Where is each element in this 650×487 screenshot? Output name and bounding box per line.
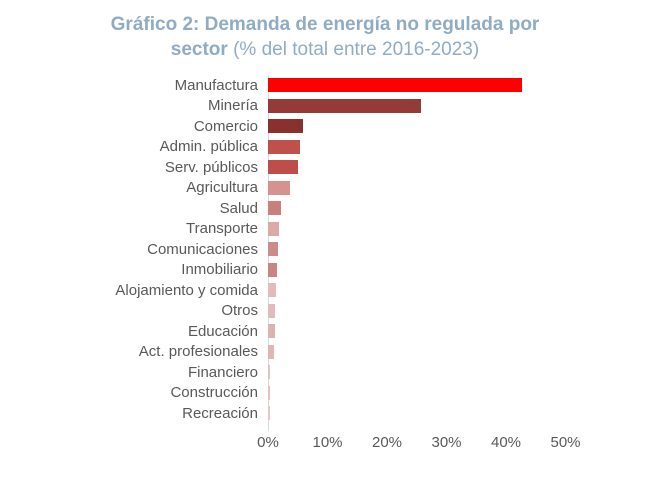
- bar-row: Serv. públicos: [0, 157, 650, 178]
- bar: [268, 201, 282, 216]
- category-label: Serv. públicos: [164, 158, 258, 176]
- x-axis-tick-label: 40%: [490, 433, 522, 451]
- category-label: Otros: [221, 302, 258, 320]
- bar-row: Act. profesionales: [0, 342, 650, 363]
- category-label: Construcción: [170, 384, 258, 402]
- category-label: Salud: [219, 199, 258, 217]
- x-axis-tick-label: 10%: [312, 433, 343, 451]
- bar-track: [268, 201, 650, 216]
- bar-row: Minería: [0, 96, 650, 117]
- bar-row: Salud: [0, 198, 650, 219]
- category-label: Admin. pública: [159, 138, 258, 156]
- bar-track: [268, 303, 650, 318]
- bar: [268, 365, 271, 380]
- category-label: Manufactura: [174, 76, 258, 94]
- bar-row: Educación: [0, 321, 650, 342]
- bar-track: [268, 160, 650, 175]
- bar: [268, 180, 290, 195]
- chart-title: Gráfico 2: Demanda de energía no regulad…: [0, 12, 650, 62]
- category-label: Minería: [207, 97, 258, 115]
- chart-title-line2-subtitle: (% del total entre 2016-2023): [227, 39, 480, 61]
- chart-title-line2: sector (% del total entre 2016-2023): [0, 37, 650, 62]
- bar-track: [268, 119, 650, 134]
- category-label: Agricultura: [186, 179, 258, 197]
- chart-title-line1-text: Gráfico 2: Demanda de energía no regulad…: [110, 14, 540, 35]
- bar: [268, 283, 276, 298]
- category-label: Comercio: [193, 117, 258, 135]
- bar-track: [268, 344, 650, 359]
- x-axis-tick-label: 50%: [550, 433, 581, 451]
- bar: [268, 139, 300, 154]
- category-label: Comunicaciones: [147, 240, 258, 258]
- bar: [268, 344, 274, 359]
- bar-track: [268, 221, 650, 236]
- bar-track: [268, 385, 650, 400]
- bar: [268, 406, 270, 421]
- bar: [268, 78, 523, 93]
- category-label: Act. profesionales: [138, 343, 258, 361]
- bar-track: [268, 180, 650, 195]
- category-label: Financiero: [187, 363, 258, 381]
- bar-row: Construcción: [0, 383, 650, 404]
- bar: [268, 160, 299, 175]
- category-label: Recreación: [182, 404, 258, 422]
- bar-track: [268, 98, 650, 113]
- bar: [268, 98, 421, 113]
- bar: [268, 385, 270, 400]
- chart-title-line1: Gráfico 2: Demanda de energía no regulad…: [0, 12, 650, 37]
- bar-row: Alojamiento y comida: [0, 280, 650, 301]
- bar: [268, 262, 277, 277]
- bar-row: Otros: [0, 301, 650, 322]
- bar-row: Manufactura: [0, 75, 650, 96]
- bar: [268, 324, 275, 339]
- x-axis-tick-label: 30%: [431, 433, 462, 451]
- bar-row: Agricultura: [0, 178, 650, 199]
- bar-track: [268, 242, 650, 257]
- bar: [268, 221, 280, 236]
- bar-track: [268, 262, 650, 277]
- bar: [268, 303, 276, 318]
- bar-chart: Manufactura Minería Comercio Admin. pública…: [0, 75, 650, 458]
- x-axis-tick-label: 20%: [371, 433, 403, 451]
- bar-row: Inmobiliario: [0, 260, 650, 281]
- bar-row: Comercio: [0, 116, 650, 137]
- category-label: Alojamiento y comida: [115, 281, 258, 299]
- bar-track: [268, 78, 650, 93]
- bar-row: Recreación: [0, 403, 650, 424]
- category-label: Educación: [187, 322, 258, 340]
- x-axis: 0% 10% 20% 30% 40% 50%: [257, 433, 650, 458]
- bar-row: Financiero: [0, 362, 650, 383]
- bar-track: [268, 139, 650, 154]
- category-label: Inmobiliario: [181, 261, 258, 279]
- bar-track: [268, 406, 650, 421]
- bar: [268, 119, 303, 134]
- bar-chart-rows: Manufactura Minería Comercio Admin. pública…: [0, 75, 650, 431]
- bar: [268, 242, 279, 257]
- category-label: Transporte: [186, 220, 258, 238]
- x-axis-tick-label: 0%: [257, 433, 279, 451]
- bar-track: [268, 324, 650, 339]
- bar-track: [268, 283, 650, 298]
- bar-row: Comunicaciones: [0, 239, 650, 260]
- bar-track: [268, 365, 650, 380]
- chart-title-line2-bold: sector: [170, 39, 228, 61]
- bar-row: Admin. pública: [0, 137, 650, 158]
- bar-row: Transporte: [0, 219, 650, 240]
